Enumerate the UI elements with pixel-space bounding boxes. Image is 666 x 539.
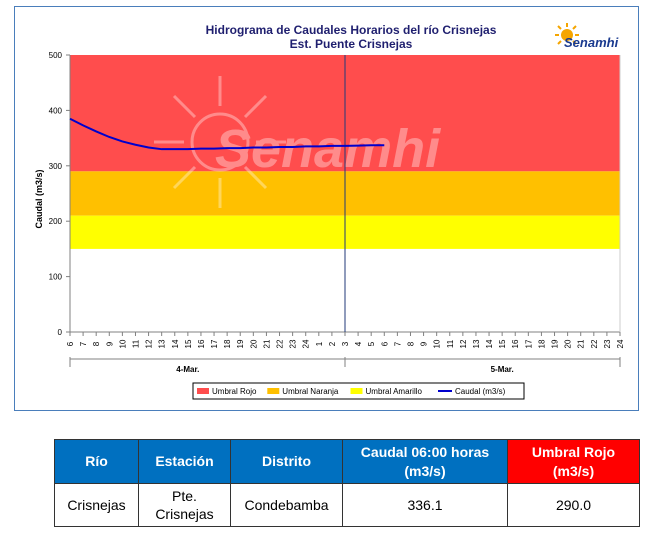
y-tick-label: 200 — [49, 217, 63, 226]
x-tick-label: 10 — [118, 339, 127, 348]
cell-estacion: Pte. Crisnejas — [138, 483, 231, 527]
station-table: Río Estación Distrito Caudal 06:00 horas… — [54, 439, 640, 527]
hydrograph-chart: Hidrograma de Caudales Horarios del río … — [14, 6, 639, 411]
y-tick-label: 300 — [49, 162, 63, 171]
x-tick-label: 24 — [302, 339, 311, 348]
header-distrito-label: Distrito — [262, 453, 311, 469]
day-label: 5-Mar. — [491, 365, 514, 374]
x-tick-label: 9 — [105, 341, 114, 346]
chart-subtitle: Est. Puente Crisnejas — [290, 37, 413, 51]
x-tick-label: 17 — [210, 339, 219, 348]
header-estacion-label: Estación — [155, 453, 214, 469]
x-tick-label: 5 — [367, 341, 376, 346]
watermark-sun-icon — [154, 76, 286, 208]
header-rio: Río — [54, 439, 139, 484]
x-tick-label: 7 — [79, 341, 88, 346]
watermark-text: Senamhi — [215, 119, 441, 179]
x-tick-label: 21 — [262, 339, 271, 348]
x-tick-label: 6 — [66, 341, 75, 346]
x-tick-label: 21 — [577, 339, 586, 348]
table-row: Crisnejas Pte. Crisnejas Condebamba 336.… — [54, 483, 640, 527]
y-tick-label: 400 — [49, 106, 63, 115]
cell-rio: Crisnejas — [54, 483, 139, 527]
x-tick-label: 15 — [498, 339, 507, 348]
x-tick-label: 3 — [341, 341, 350, 346]
series-line-caudal — [69, 117, 385, 151]
chart-title: Hidrograma de Caudales Horarios del río … — [206, 23, 497, 37]
x-tick-label: 8 — [406, 341, 415, 346]
x-tick-label: 18 — [223, 339, 232, 348]
legend-label: Umbral Rojo — [212, 387, 257, 396]
y-tick-label: 0 — [58, 328, 63, 337]
x-tick-label: 11 — [131, 339, 140, 348]
legend-label: Caudal (m3/s) — [455, 387, 506, 396]
legend: Umbral Rojo Umbral Naranja Umbral Amarillo… — [192, 382, 525, 400]
legend-label: Umbral Naranja — [282, 387, 339, 396]
x-tick-label: 10 — [433, 339, 442, 348]
senamhi-logo: Senamhi — [555, 23, 619, 50]
cell-caudal: 336.1 — [342, 483, 508, 527]
x-tick-label: 2 — [328, 341, 337, 346]
header-estacion: Estación — [138, 439, 231, 484]
x-tick-label: 19 — [551, 339, 560, 348]
legend-swatch — [350, 388, 363, 394]
x-tick-label: 19 — [236, 339, 245, 348]
x-tick-label: 22 — [590, 339, 599, 348]
x-tick-label: 1 — [315, 341, 324, 346]
header-caudal-label: Caudal 06:00 horas (m3/s) — [360, 443, 490, 479]
series-layer — [69, 117, 385, 151]
x-tick-label: 13 — [472, 339, 481, 348]
header-umbral-rojo: Umbral Rojo (m3/s) — [507, 439, 640, 484]
x-tick-label: 16 — [511, 339, 520, 348]
x-tick-label: 15 — [184, 339, 193, 348]
x-tick-label: 16 — [197, 339, 206, 348]
x-tick-label: 14 — [485, 339, 494, 348]
legend-label: Umbral Amarillo — [366, 387, 423, 396]
x-tick-label: 12 — [459, 339, 468, 348]
legend-swatch — [197, 388, 209, 394]
chart-canvas: Hidrograma de Caudales Horarios del río … — [34, 23, 625, 400]
cell-distrito: Condebamba — [230, 483, 343, 527]
x-tick-label: 4 — [354, 341, 363, 346]
x-tick-label: 23 — [603, 339, 612, 348]
y-axis-label: Caudal (m3/s) — [34, 169, 44, 228]
x-tick-label: 23 — [289, 339, 298, 348]
x-tick-label: 20 — [564, 339, 573, 348]
senamhi-watermark: Senamhi — [154, 76, 441, 208]
header-distrito: Distrito — [230, 439, 343, 484]
x-tick-label: 24 — [616, 339, 625, 348]
logo-text: Senamhi — [564, 35, 619, 50]
x-tick-label: 13 — [158, 339, 167, 348]
header-rio-label: Río — [85, 453, 108, 469]
x-tick-label: 8 — [92, 341, 101, 346]
x-tick-label: 18 — [537, 339, 546, 348]
x-tick-label: 7 — [393, 341, 402, 346]
x-tick-label: 17 — [524, 339, 533, 348]
y-tick-label: 500 — [49, 51, 63, 60]
x-tick-label: 12 — [145, 339, 154, 348]
header-caudal: Caudal 06:00 horas (m3/s) — [342, 439, 508, 484]
x-tick-label: 14 — [171, 339, 180, 348]
cell-umbral-rojo: 290.0 — [507, 483, 640, 527]
x-tick-label: 22 — [276, 339, 285, 348]
x-tick-label: 9 — [420, 341, 429, 346]
day-label: 4-Mar. — [176, 365, 199, 374]
y-tick-label: 100 — [49, 273, 63, 282]
sun-icon — [555, 23, 579, 45]
table-header-row: Río Estación Distrito Caudal 06:00 horas… — [54, 439, 640, 484]
x-tick-label: 20 — [249, 339, 258, 348]
header-umbral-rojo-label: Umbral Rojo (m3/s) — [531, 443, 616, 479]
x-tick-label: 11 — [446, 339, 455, 348]
x-tick-label: 6 — [380, 341, 389, 346]
legend-swatch — [267, 388, 280, 394]
